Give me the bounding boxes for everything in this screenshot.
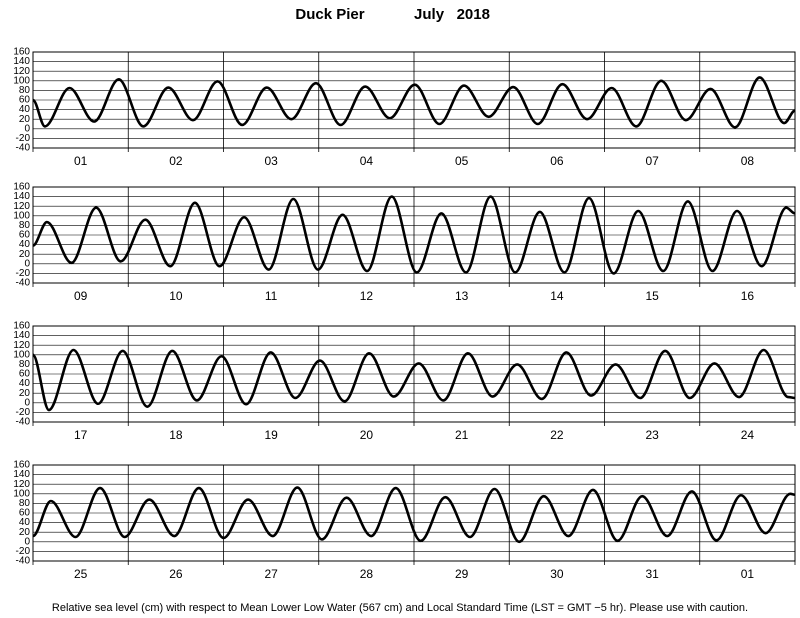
y-tick-label: 80 <box>19 359 31 370</box>
x-tick-label: 08 <box>741 154 755 168</box>
y-tick-label: -40 <box>16 143 31 154</box>
chart-title: Duck Pier <box>295 6 364 23</box>
y-tick-label: -20 <box>16 268 31 279</box>
y-tick-label: 140 <box>13 469 30 480</box>
y-tick-label: 80 <box>19 85 31 96</box>
y-tick-label: 20 <box>19 527 31 538</box>
y-tick-label: 140 <box>13 191 30 202</box>
y-tick-label: 140 <box>13 330 30 341</box>
y-tick-label: -20 <box>16 546 31 557</box>
y-tick-label: 100 <box>13 75 30 86</box>
x-tick-label: 16 <box>741 289 755 303</box>
y-tick-label: 160 <box>13 182 30 193</box>
x-tick-label: 11 <box>265 289 278 303</box>
x-tick-label: 12 <box>360 289 374 303</box>
x-tick-label: 15 <box>645 289 659 303</box>
x-tick-label: 07 <box>645 154 659 168</box>
plot-frame <box>32 325 796 423</box>
y-tick-label: 40 <box>19 239 31 250</box>
x-tick-label: 31 <box>645 567 659 581</box>
y-tick-label: 60 <box>19 230 31 241</box>
y-tick-label: 160 <box>13 321 30 332</box>
y-tick-label: 160 <box>13 47 30 58</box>
x-tick-label: 24 <box>741 428 755 442</box>
x-tick-label: 09 <box>74 289 88 303</box>
y-tick-label: 80 <box>19 498 31 509</box>
plot-frame <box>32 186 796 284</box>
x-tick-label: 01 <box>741 567 755 581</box>
tide-curve <box>31 76 796 129</box>
y-tick-label: 120 <box>13 66 30 77</box>
y-tick-label: -40 <box>16 556 31 567</box>
x-tick-label: 26 <box>169 567 183 581</box>
y-tick-label: 120 <box>13 201 30 212</box>
x-tick-label: 25 <box>74 567 88 581</box>
y-tick-label: 20 <box>19 388 31 399</box>
x-tick-label: 14 <box>550 289 564 303</box>
x-tick-label: 22 <box>550 428 564 442</box>
y-tick-label: 0 <box>24 258 30 269</box>
y-tick-label: 20 <box>19 114 31 125</box>
y-tick-label: 0 <box>24 397 30 408</box>
x-tick-label: 10 <box>169 289 183 303</box>
y-tick-label: 120 <box>13 479 30 490</box>
x-tick-label: 06 <box>550 154 564 168</box>
y-tick-label: 40 <box>19 517 31 528</box>
y-tick-label: -40 <box>16 417 31 428</box>
y-tick-label: 0 <box>24 536 30 547</box>
y-tick-label: 80 <box>19 220 31 231</box>
x-tick-label: 03 <box>264 154 278 168</box>
tide-curve <box>32 195 796 275</box>
x-tick-label: 23 <box>645 428 659 442</box>
x-tick-label: 29 <box>455 567 469 581</box>
y-tick-label: 60 <box>19 369 31 380</box>
x-tick-label: 21 <box>455 428 469 442</box>
y-tick-label: 100 <box>13 349 30 360</box>
y-tick-label: 0 <box>24 123 30 134</box>
x-tick-label: 19 <box>264 428 278 442</box>
footnote: Relative sea level (cm) with respect to … <box>52 602 748 614</box>
x-tick-label: 18 <box>169 428 183 442</box>
tide-curve <box>32 486 796 544</box>
y-tick-label: 100 <box>13 210 30 221</box>
x-tick-label: 02 <box>169 154 183 168</box>
x-tick-label: 27 <box>264 567 278 581</box>
y-tick-label: -20 <box>16 133 31 144</box>
y-tick-label: 120 <box>13 340 30 351</box>
chart-date: July 2018 <box>414 6 490 23</box>
x-tick-label: 17 <box>74 428 88 442</box>
y-tick-label: 40 <box>19 104 31 115</box>
plot-frame <box>32 464 796 562</box>
y-tick-label: 60 <box>19 95 31 106</box>
y-tick-label: 60 <box>19 508 31 519</box>
x-tick-label: 05 <box>455 154 469 168</box>
x-tick-label: 28 <box>360 567 374 581</box>
y-tick-label: -20 <box>16 407 31 418</box>
y-tick-label: 160 <box>13 460 30 471</box>
y-tick-label: 140 <box>13 56 30 67</box>
tide-curve <box>31 348 796 412</box>
y-tick-label: -40 <box>16 278 31 289</box>
x-tick-label: 20 <box>360 428 374 442</box>
y-tick-label: 20 <box>19 249 31 260</box>
x-tick-label: 04 <box>360 154 374 168</box>
x-tick-label: 30 <box>550 567 564 581</box>
x-tick-label: 01 <box>74 154 88 168</box>
y-tick-label: 40 <box>19 378 31 389</box>
y-tick-label: 100 <box>13 488 30 499</box>
x-tick-label: 13 <box>455 289 469 303</box>
